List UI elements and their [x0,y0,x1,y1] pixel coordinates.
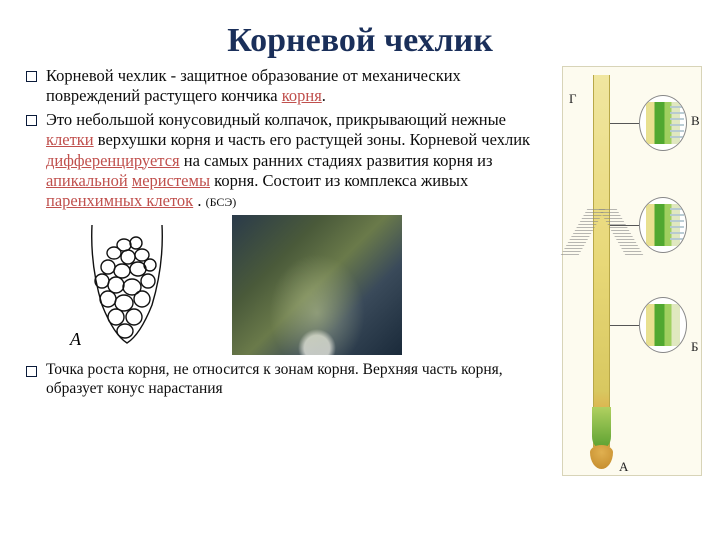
text: на самых ранних стадиях развития корня и… [180,151,493,170]
zone-label-g: Г [569,91,577,107]
content-row: Корневой чехлик - защитное образование о… [0,66,720,476]
text: верхушки корня и часть его растущей зоны… [94,130,530,149]
text-column: Корневой чехлик - защитное образование о… [24,66,562,476]
zone-circle-b [639,297,687,353]
diagram-column: Г В Б А [562,66,702,476]
root-cap-drawing-icon: А [52,215,202,355]
link-differentiates[interactable]: дифференцируется [46,151,180,170]
text: . [193,191,205,210]
figure-microscopy [232,215,402,355]
zone-label-a: А [619,459,628,475]
link-apical[interactable]: апикальной [46,171,128,190]
zone-circle-v [639,95,687,151]
zone-label-v: В [691,113,700,129]
link-cells[interactable]: клетки [46,130,94,149]
text: Точка роста корня, не относится к зонам … [46,361,503,397]
text: . [322,86,326,105]
leader-line [610,325,639,326]
figure-a-label: А [69,329,82,349]
link-root[interactable]: корня [282,86,322,105]
root-elongation-zone [592,407,611,449]
list-item: Корневой чехлик - защитное образование о… [24,66,554,106]
root-cap-icon [590,445,613,469]
root-stem [593,75,610,447]
text: корня. Состоит из комплекса живых [210,171,468,190]
root-zones-diagram: Г В Б А [562,66,702,476]
link-meristem[interactable]: меристемы [132,171,210,190]
page-title: Корневой чехлик [0,0,720,66]
leader-line [610,225,639,226]
zone-label-b: Б [691,339,698,355]
figure-row: А [24,215,554,355]
bullet-list: Корневой чехлик - защитное образование о… [24,66,554,211]
root-hairs [578,207,626,257]
zone-circle-hairs [639,197,687,253]
link-parenchyma[interactable]: паренхимных клеток [46,191,193,210]
leader-line [610,123,639,124]
figure-cell-drawing: А [52,215,202,355]
bullet-list-2: Точка роста корня, не относится к зонам … [24,361,554,399]
text: Корневой чехлик - защитное образование о… [46,66,461,105]
source-note: (БСЭ) [206,195,237,209]
list-item: Это небольшой конусовидный колпачок, при… [24,110,554,211]
list-item: Точка роста корня, не относится к зонам … [24,361,554,399]
text: Это небольшой конусовидный колпачок, при… [46,110,506,129]
